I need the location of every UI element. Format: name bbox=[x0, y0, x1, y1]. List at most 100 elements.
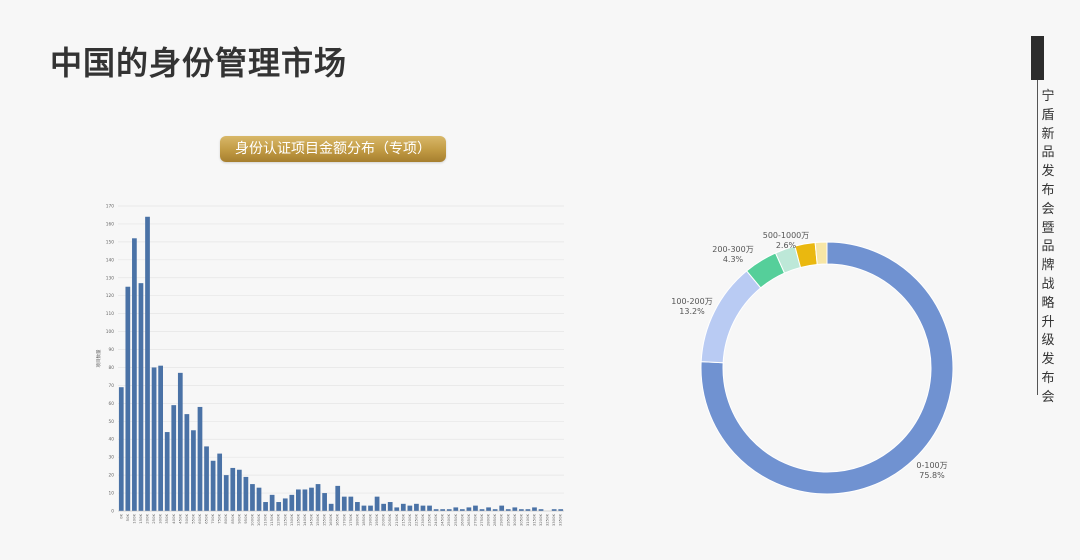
bar bbox=[400, 503, 406, 511]
bar bbox=[204, 446, 209, 511]
bar-x-tick-label: 850K bbox=[230, 514, 235, 524]
bar-x-tick-label: 150K bbox=[138, 514, 143, 524]
bar-y-tick-label: 100 bbox=[106, 329, 114, 335]
bar bbox=[512, 507, 518, 511]
bar-x-tick-label: 1700K bbox=[341, 513, 346, 526]
bar-x-tick-label: 2600K bbox=[459, 513, 464, 526]
bar-y-tick-label: 170 bbox=[106, 204, 114, 210]
donut-slice-label: 200-300万 bbox=[712, 245, 753, 254]
bar-x-tick-label: 300K bbox=[158, 514, 163, 524]
bar bbox=[368, 505, 373, 511]
bar-x-tick-label: 2400K bbox=[433, 513, 438, 526]
bar-x-tick-label: 2200K bbox=[407, 513, 412, 526]
bar bbox=[335, 485, 341, 511]
bar bbox=[453, 507, 459, 511]
donut-slice-percent: 75.8% bbox=[919, 471, 945, 480]
bar-x-tick-label: 1150K bbox=[269, 513, 274, 526]
bar-y-tick-label: 150 bbox=[106, 239, 114, 245]
bar bbox=[309, 487, 314, 511]
bar-y-tick-label: 20 bbox=[109, 473, 115, 479]
bar-y-tick-label: 130 bbox=[106, 275, 114, 281]
bar-x-tick-label: 250K bbox=[151, 514, 156, 524]
bar bbox=[250, 484, 255, 511]
bar bbox=[532, 507, 537, 511]
bar bbox=[125, 286, 131, 511]
donut-slice-label: 0-100万 bbox=[916, 461, 947, 470]
bar bbox=[341, 496, 347, 511]
page-title: 中国的身份管理市场 bbox=[50, 44, 348, 82]
bar bbox=[328, 503, 334, 511]
bar-x-tick-label: 1900K bbox=[368, 513, 373, 526]
bar-x-tick-label: 2450K bbox=[440, 513, 445, 526]
bar-x-tick-label: 800K bbox=[223, 514, 228, 524]
donut-slice bbox=[700, 270, 762, 364]
bar bbox=[505, 509, 511, 511]
bar-x-tick-label: 2700K bbox=[472, 513, 477, 526]
bar bbox=[361, 505, 367, 511]
bar-x-tick-label: 1050K bbox=[256, 513, 261, 526]
bar-y-tick-label: 70 bbox=[109, 383, 115, 389]
bar bbox=[459, 509, 465, 511]
bar bbox=[479, 509, 485, 511]
bar bbox=[387, 502, 393, 511]
bar bbox=[158, 365, 163, 511]
bar bbox=[322, 493, 327, 511]
donut-slice-label: 500-1000万 bbox=[763, 231, 810, 240]
bar bbox=[289, 494, 295, 511]
bar-x-tick-label: 1250K bbox=[282, 513, 287, 526]
bar-y-tick-label: 0 bbox=[111, 509, 114, 515]
bar-x-tick-label: 3250K bbox=[545, 513, 550, 526]
bar bbox=[296, 489, 301, 511]
bar-x-tick-label: 1600K bbox=[328, 513, 333, 526]
bar bbox=[433, 509, 439, 511]
bar-x-tick-label: 350K bbox=[164, 514, 169, 524]
bar-x-tick-label: 0K bbox=[118, 513, 123, 518]
bar-y-tick-label: 110 bbox=[106, 311, 114, 317]
bar-x-tick-label: 3200K bbox=[538, 513, 543, 526]
bar bbox=[236, 469, 242, 511]
bar bbox=[499, 505, 505, 511]
bar-x-tick-label: 2550K bbox=[453, 513, 458, 526]
chart-title-badge: 身份认证项目金额分布（专项） bbox=[220, 136, 446, 162]
bar bbox=[420, 505, 426, 511]
bar-x-tick-label: 400K bbox=[171, 514, 176, 524]
bar-x-tick-label: 100K bbox=[131, 514, 136, 524]
bar-x-tick-label: 3100K bbox=[525, 513, 530, 526]
bar-x-tick-label: 2100K bbox=[394, 513, 399, 526]
donut-chart-area: 0-100万 75.8% 100-200万 13.2% 200-300万 4.3% 500-… bbox=[640, 200, 1020, 520]
bar bbox=[538, 509, 544, 511]
bar bbox=[138, 283, 144, 511]
bar-x-tick-label: 3050K bbox=[518, 513, 523, 526]
bar-x-tick-label: 2050K bbox=[387, 513, 392, 526]
bar bbox=[177, 372, 183, 511]
bar-chart-area: 0 10 20 30 40 50 60 70 80 90 100 110 120 130 140 150 160… bbox=[95, 198, 570, 526]
bar bbox=[210, 460, 216, 511]
bar bbox=[269, 494, 275, 511]
bar bbox=[151, 367, 157, 511]
bar-x-tick-label: 450K bbox=[177, 514, 182, 524]
donut-slice bbox=[700, 241, 954, 495]
donut-slice bbox=[814, 241, 828, 266]
bar bbox=[440, 509, 446, 511]
bar bbox=[427, 505, 432, 511]
bar-y-tick-label: 50 bbox=[109, 419, 115, 425]
bar bbox=[407, 505, 413, 511]
bar-x-tick-label: 3350K bbox=[558, 513, 563, 526]
bar-x-tick-label: 1400K bbox=[302, 513, 307, 526]
bar-x-tick-label: 1000K bbox=[249, 513, 254, 526]
bar-x-tick-label: 2250K bbox=[413, 513, 418, 526]
bar bbox=[256, 487, 262, 511]
bar bbox=[217, 453, 223, 511]
bar bbox=[492, 509, 498, 511]
bar-x-tick-label: 1750K bbox=[348, 513, 353, 526]
bar-x-tick-label: 2650K bbox=[466, 513, 471, 526]
bar bbox=[145, 216, 150, 511]
bar-x-tick-label: 3300K bbox=[551, 513, 556, 526]
bar-x-tick-label: 2900K bbox=[499, 513, 504, 526]
donut-slice-percent: 2.6% bbox=[776, 241, 797, 250]
bar-x-tick-label: 1350K bbox=[295, 513, 300, 526]
bar bbox=[551, 509, 557, 511]
bar-x-tick-label: 2950K bbox=[505, 513, 510, 526]
bar-x-tick-label: 2500K bbox=[446, 513, 451, 526]
